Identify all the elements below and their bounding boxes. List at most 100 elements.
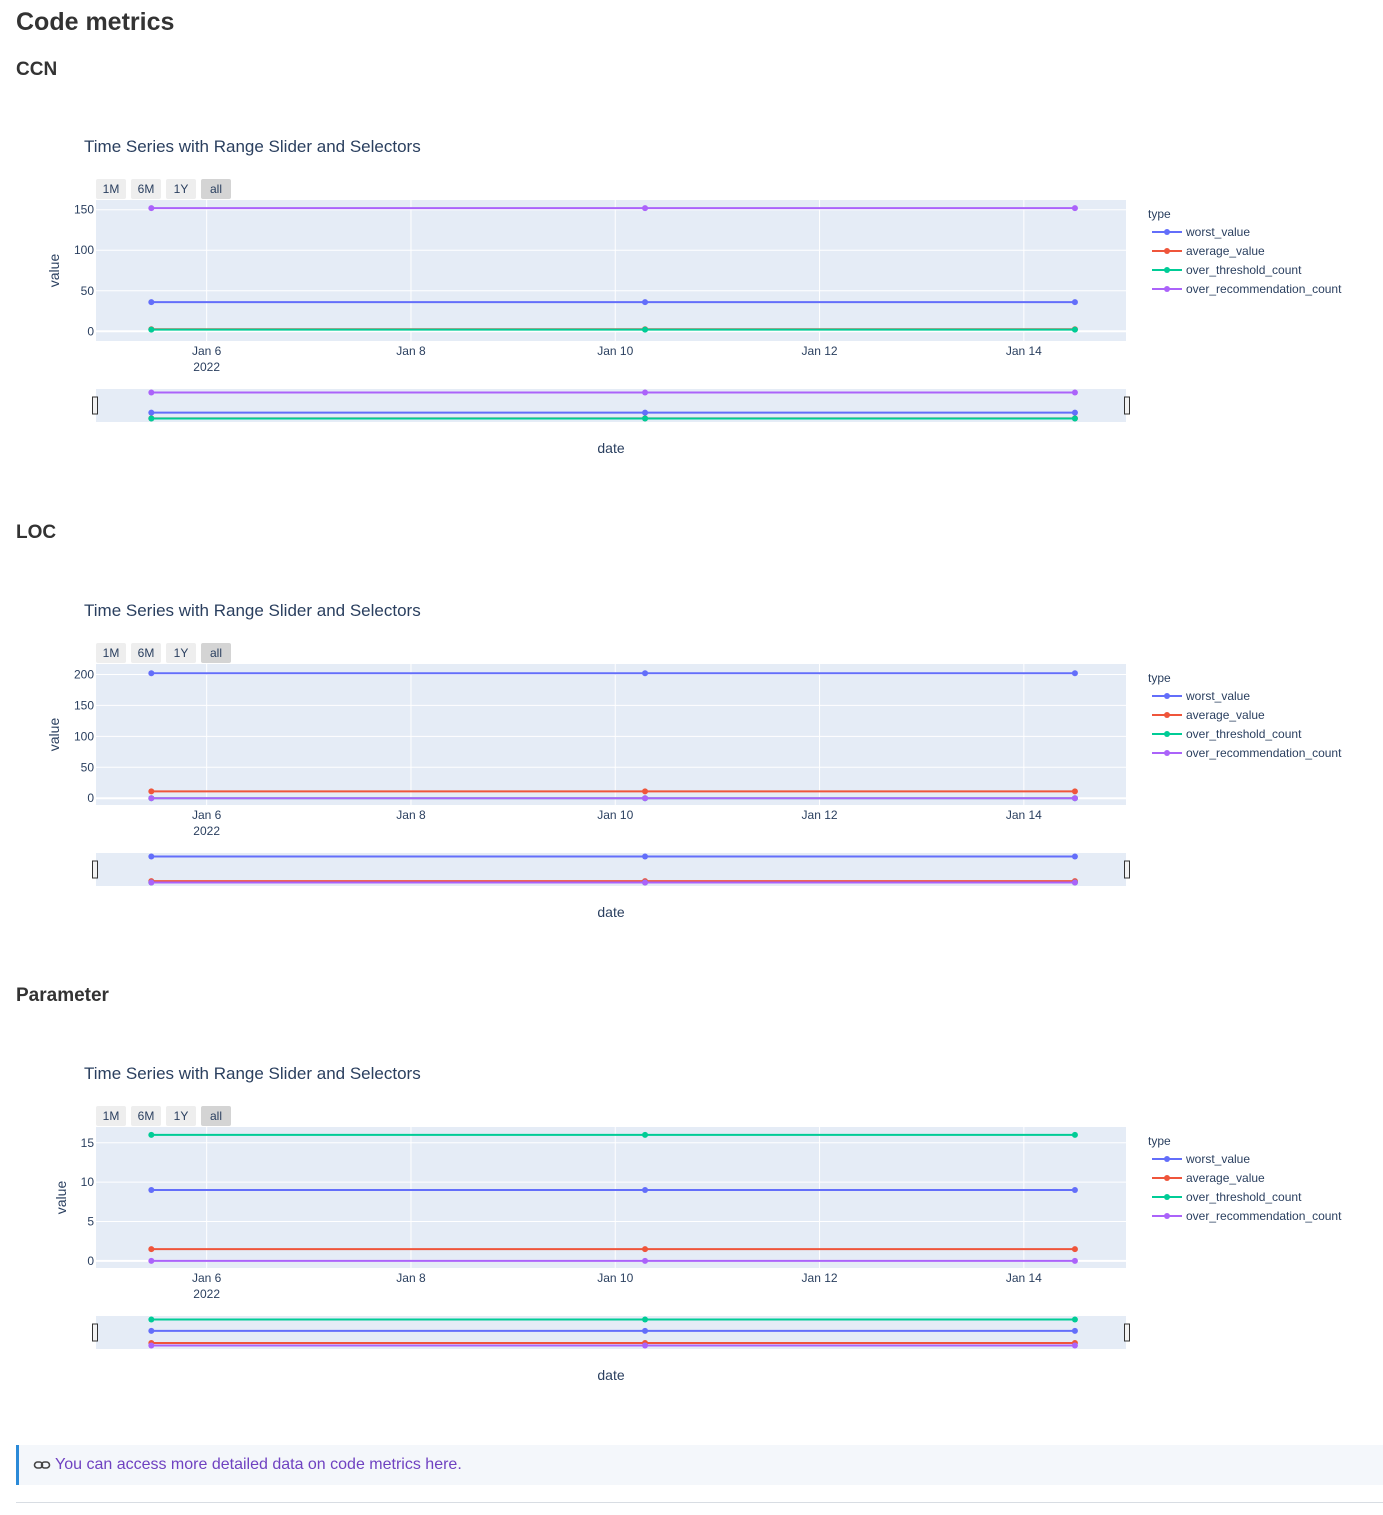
slider-point-over_recommendation_count (148, 1342, 155, 1349)
range-button-all[interactable]: all (201, 179, 231, 199)
legend-label: over_recommendation_count (1186, 282, 1342, 296)
legend-item-average_value[interactable]: average_value (1152, 1171, 1265, 1185)
range-button-1m[interactable]: 1M (96, 179, 126, 199)
range-button-label: 1Y (174, 182, 189, 196)
data-point-over_recommendation_count (148, 795, 155, 802)
range-button-bg (96, 643, 126, 663)
range-button-1m[interactable]: 1M (96, 1106, 126, 1126)
legend-label: over_threshold_count (1186, 263, 1302, 277)
range-button-1y[interactable]: 1Y (166, 643, 196, 663)
data-point-over_threshold_count (1071, 1131, 1078, 1138)
data-point-worst_value (642, 670, 649, 677)
x-tick-label: Jan 10 (597, 344, 633, 358)
slider-point-over_recommendation_count (642, 879, 649, 886)
legend-item-over_threshold_count[interactable]: over_threshold_count (1152, 1190, 1302, 1204)
range-button-all[interactable]: all (201, 1106, 231, 1126)
legend-marker (1164, 286, 1170, 292)
y-tick-label: 0 (87, 1254, 94, 1268)
data-point-over_recommendation_count (642, 205, 649, 212)
range-button-label: 6M (138, 182, 155, 196)
plot-area (96, 664, 1126, 805)
slider-point-worst_value (148, 853, 155, 860)
data-point-worst_value (148, 1187, 155, 1194)
range-button-1y[interactable]: 1Y (166, 1106, 196, 1126)
slider-point-over_recommendation_count (148, 389, 155, 396)
legend-item-over_recommendation_count[interactable]: over_recommendation_count (1152, 282, 1342, 296)
legend-item-over_threshold_count[interactable]: over_threshold_count (1152, 263, 1302, 277)
x-tick-label: Jan 6 (192, 344, 222, 358)
data-point-over_threshold_count (148, 1131, 155, 1138)
range-button-label: 1M (103, 646, 120, 660)
data-point-average_value (1071, 788, 1078, 795)
slider-point-over_recommendation_count (1071, 1342, 1078, 1349)
slider-point-over_recommendation_count (1071, 879, 1078, 886)
data-point-over_recommendation_count (1071, 795, 1078, 802)
legend-item-over_threshold_count[interactable]: over_threshold_count (1152, 727, 1302, 741)
data-point-worst_value (1071, 670, 1078, 677)
slider-point-over_threshold_count (642, 1316, 649, 1323)
x-tick-label: Jan 12 (802, 1271, 838, 1285)
slider-point-worst_value (1071, 1327, 1078, 1334)
x-tick-label: Jan 12 (802, 344, 838, 358)
y-tick-label: 150 (74, 698, 94, 712)
legend-item-average_value[interactable]: average_value (1152, 244, 1265, 258)
range-slider-right-handle[interactable] (1124, 1323, 1130, 1342)
y-tick-label: 100 (74, 243, 94, 257)
range-button-6m[interactable]: 6M (131, 179, 161, 199)
range-button-bg (166, 179, 196, 199)
data-point-worst_value (642, 299, 649, 306)
legend-marker (1164, 750, 1170, 756)
data-point-over_threshold_count (642, 1131, 649, 1138)
x-axis-label: date (597, 904, 624, 920)
chart-title: Time Series with Range Slider and Select… (84, 601, 421, 620)
legend-marker (1164, 229, 1170, 235)
legend-item-average_value[interactable]: average_value (1152, 708, 1265, 722)
x-tick-label: Jan 14 (1006, 808, 1042, 822)
range-button-label: 1M (103, 1109, 120, 1123)
range-button-all[interactable]: all (201, 643, 231, 663)
legend-item-worst_value[interactable]: worst_value (1152, 1152, 1250, 1166)
range-button-bg (96, 179, 126, 199)
x-tick-label: Jan 12 (802, 808, 838, 822)
data-point-over_threshold_count (642, 326, 649, 333)
x-axis-label: date (597, 1367, 624, 1383)
legend-item-worst_value[interactable]: worst_value (1152, 225, 1250, 239)
range-button-6m[interactable]: 6M (131, 1106, 161, 1126)
range-button-bg (166, 1106, 196, 1126)
legend-item-worst_value[interactable]: worst_value (1152, 689, 1250, 703)
parameter-chart: Time Series with Range Slider and Select… (53, 1064, 1342, 1383)
range-button-6m[interactable]: 6M (131, 643, 161, 663)
chart-title: Time Series with Range Slider and Select… (84, 137, 421, 156)
data-point-worst_value (148, 670, 155, 677)
y-tick-label: 5 (87, 1215, 94, 1229)
range-button-label: all (210, 1109, 222, 1123)
info-callout: You can access more detailed data on cod… (16, 1445, 1383, 1485)
range-button-1m[interactable]: 1M (96, 643, 126, 663)
data-point-over_recommendation_count (1071, 1257, 1078, 1264)
x-tick-year: 2022 (193, 824, 220, 838)
legend-marker (1164, 1175, 1170, 1181)
range-slider-left-handle[interactable] (92, 396, 98, 415)
data-point-average_value (1071, 1246, 1078, 1253)
slider-point-worst_value (642, 853, 649, 860)
range-slider-left-handle[interactable] (92, 860, 98, 879)
x-tick-label: Jan 14 (1006, 1271, 1042, 1285)
range-button-label: 6M (138, 646, 155, 660)
legend-item-over_recommendation_count[interactable]: over_recommendation_count (1152, 746, 1342, 760)
range-button-1y[interactable]: 1Y (166, 179, 196, 199)
data-point-worst_value (1071, 299, 1078, 306)
slider-point-worst_value (642, 1327, 649, 1334)
legend-item-over_recommendation_count[interactable]: over_recommendation_count (1152, 1209, 1342, 1223)
range-slider-right-handle[interactable] (1124, 860, 1130, 879)
code-metrics-link[interactable]: You can access more detailed data on cod… (55, 1456, 462, 1473)
x-tick-year: 2022 (193, 1287, 220, 1301)
range-slider-left-handle[interactable] (92, 1323, 98, 1342)
range-button-label: all (210, 182, 222, 196)
range-button-label: 6M (138, 1109, 155, 1123)
data-point-worst_value (1071, 1187, 1078, 1194)
slider-point-worst_value (1071, 409, 1078, 416)
legend-marker (1164, 1156, 1170, 1162)
range-slider-right-handle[interactable] (1124, 396, 1130, 415)
y-tick-label: 50 (81, 284, 95, 298)
y-tick-label: 10 (81, 1175, 95, 1189)
